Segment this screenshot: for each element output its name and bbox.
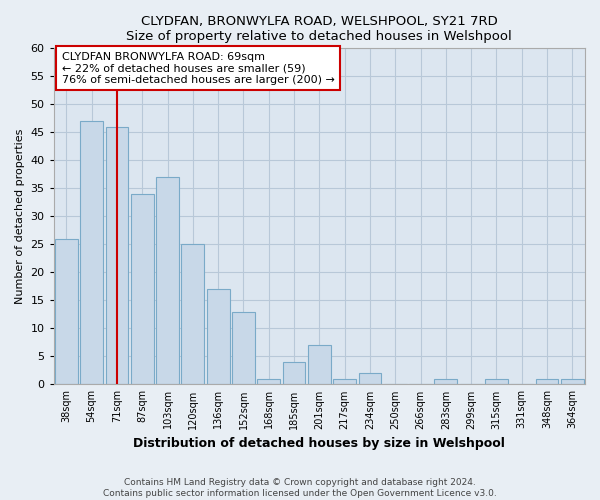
- Bar: [131, 194, 154, 384]
- X-axis label: Distribution of detached houses by size in Welshpool: Distribution of detached houses by size …: [133, 437, 505, 450]
- Bar: [434, 379, 457, 384]
- Bar: [359, 373, 382, 384]
- Y-axis label: Number of detached properties: Number of detached properties: [15, 128, 25, 304]
- Title: CLYDFAN, BRONWYLFA ROAD, WELSHPOOL, SY21 7RD
Size of property relative to detach: CLYDFAN, BRONWYLFA ROAD, WELSHPOOL, SY21…: [127, 15, 512, 43]
- Bar: [333, 379, 356, 384]
- Bar: [207, 289, 230, 384]
- Text: CLYDFAN BRONWYLFA ROAD: 69sqm
← 22% of detached houses are smaller (59)
76% of s: CLYDFAN BRONWYLFA ROAD: 69sqm ← 22% of d…: [62, 52, 335, 85]
- Bar: [232, 312, 255, 384]
- Bar: [55, 239, 78, 384]
- Bar: [308, 345, 331, 385]
- Bar: [283, 362, 305, 384]
- Bar: [536, 379, 559, 384]
- Bar: [257, 379, 280, 384]
- Bar: [485, 379, 508, 384]
- Bar: [181, 244, 204, 384]
- Bar: [106, 127, 128, 384]
- Text: Contains HM Land Registry data © Crown copyright and database right 2024.
Contai: Contains HM Land Registry data © Crown c…: [103, 478, 497, 498]
- Bar: [561, 379, 584, 384]
- Bar: [156, 177, 179, 384]
- Bar: [80, 121, 103, 384]
